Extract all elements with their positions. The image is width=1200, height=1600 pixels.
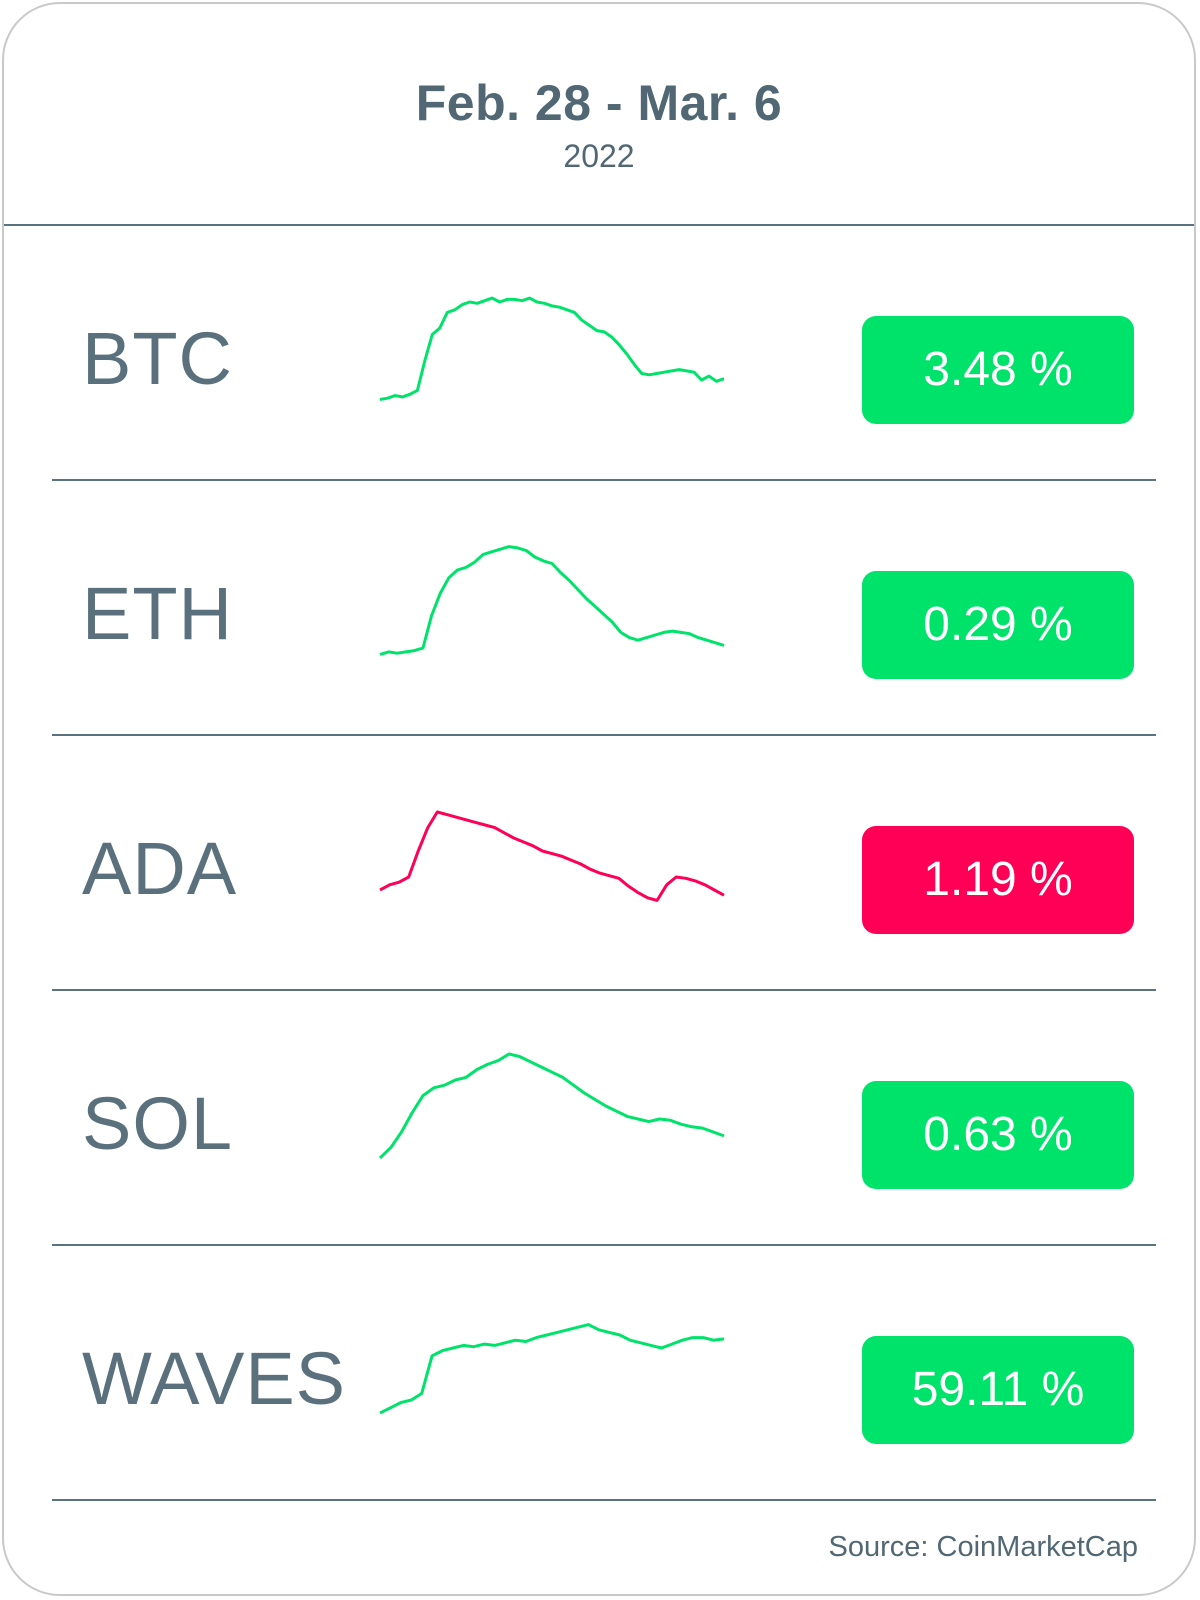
sparkline-path <box>379 1323 725 1415</box>
page-subtitle: 2022 <box>563 138 635 174</box>
row-btc: BTC 3.48 % <box>52 226 1156 481</box>
row-symbol: ADA <box>82 827 238 910</box>
sparkline-waves <box>379 1323 725 1415</box>
row-symbol: WAVES <box>82 1337 347 1420</box>
row-sol: SOL 0.63 % <box>52 991 1156 1246</box>
source-note: Source: CoinMarketCap <box>828 1531 1138 1563</box>
sparkline-path <box>379 545 725 656</box>
row-ada: ADA 1.19 % <box>52 736 1156 991</box>
sparkline-path <box>379 810 725 902</box>
sparkline-path <box>379 296 725 401</box>
sparkline-sol <box>378 1052 725 1160</box>
change-badge: 1.19 % <box>862 826 1134 934</box>
row-symbol: SOL <box>82 1082 234 1165</box>
row-waves: WAVES 59.11 % <box>52 1246 1156 1501</box>
sparkline-eth <box>379 545 725 656</box>
change-badge: 3.48 % <box>862 316 1134 424</box>
sparkline-path <box>378 1052 725 1160</box>
header: Feb. 28 - Mar. 6 2022 <box>4 4 1194 226</box>
row-eth: ETH 0.29 % <box>52 481 1156 736</box>
page-title: Feb. 28 - Mar. 6 <box>415 75 783 131</box>
sparkline-btc <box>379 296 725 401</box>
row-symbol: ETH <box>82 572 233 655</box>
change-badge: 0.63 % <box>862 1081 1134 1189</box>
sparkline-ada <box>379 810 725 902</box>
change-badge: 59.11 % <box>862 1336 1134 1444</box>
change-badge: 0.29 % <box>862 571 1134 679</box>
row-symbol: BTC <box>82 317 233 400</box>
